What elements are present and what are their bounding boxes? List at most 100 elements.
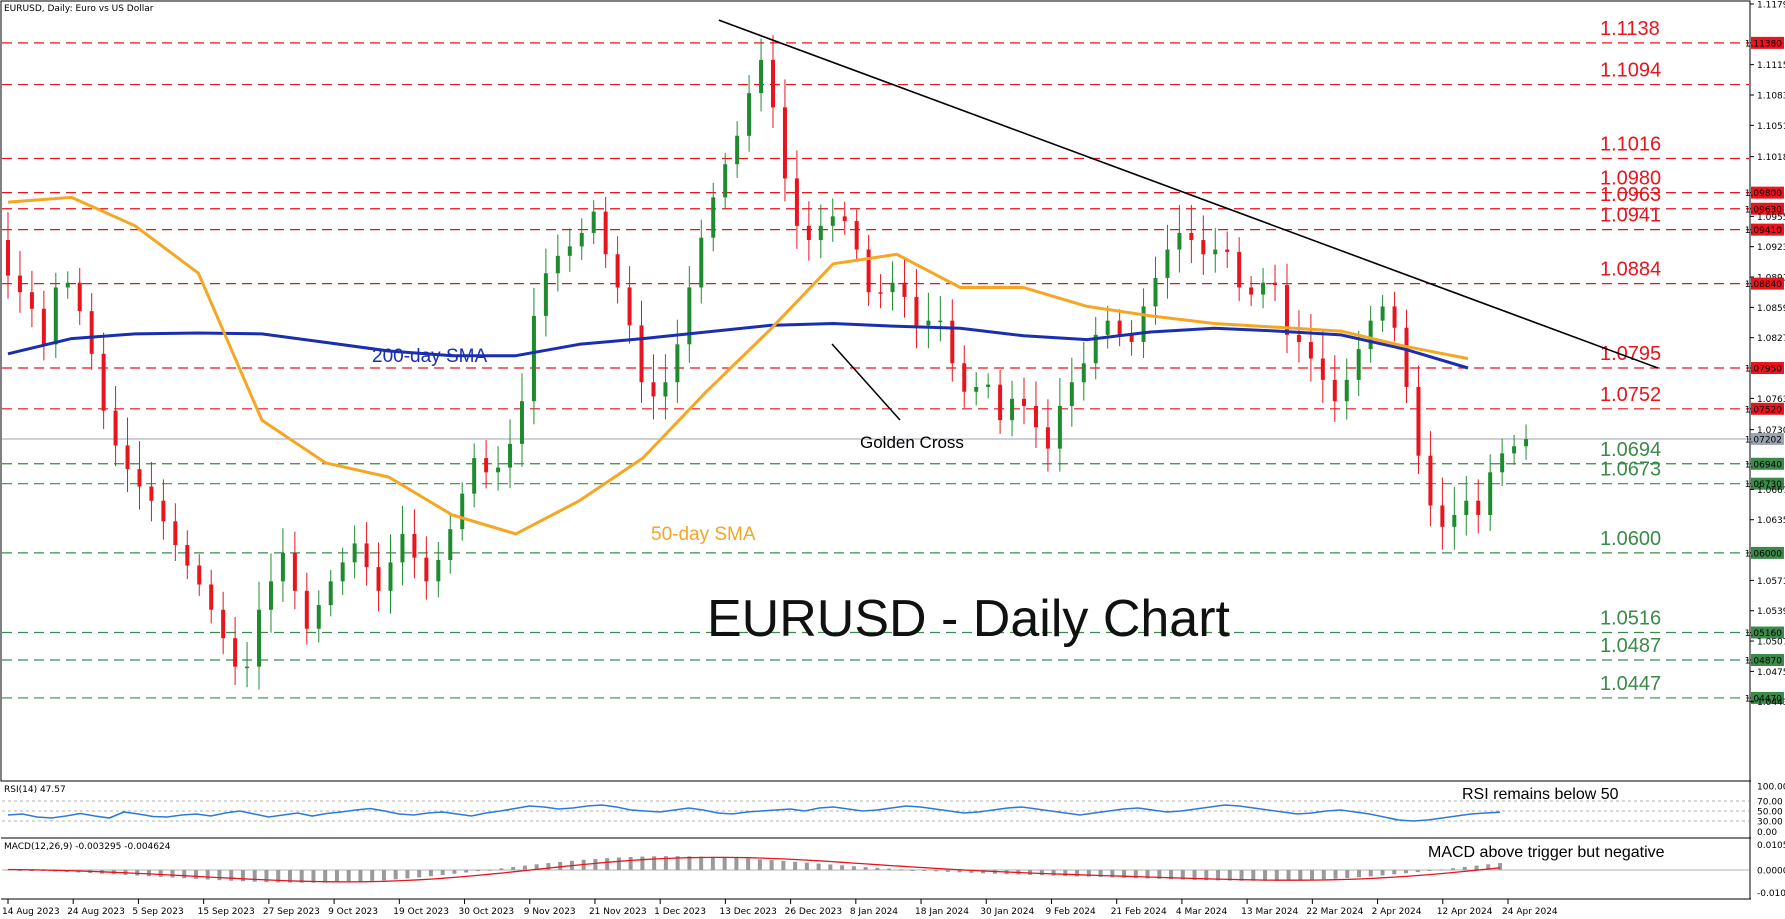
support-label: 1.0516: [1600, 608, 1661, 630]
macd-histogram-bar: [1169, 870, 1174, 880]
bull-candle: [699, 237, 704, 288]
macd-tick-label: 0.00000: [1757, 867, 1785, 877]
bear-candle: [6, 240, 10, 276]
bull-candle: [65, 282, 70, 288]
macd-histogram-bar: [158, 870, 163, 877]
bear-candle: [125, 445, 130, 470]
price-tag-label: 1.09410: [1745, 226, 1782, 236]
macd-histogram-bar: [1404, 870, 1409, 874]
bear-candle: [149, 486, 154, 501]
macd-histogram-bar: [240, 870, 245, 882]
resistance-label: 1.0941: [1600, 205, 1661, 227]
price-tag-label: 1.09800: [1745, 189, 1782, 199]
bear-candle: [304, 590, 309, 629]
bear-candle: [424, 557, 429, 582]
price-tag: [1751, 546, 1784, 559]
date-tick-label: 9 Nov 2023: [524, 907, 576, 917]
bear-candle: [89, 311, 94, 354]
bull-candle: [687, 287, 692, 345]
price-tag: [1751, 477, 1784, 490]
bull-candle: [543, 273, 548, 316]
bear-candle: [221, 609, 226, 639]
macd-histogram-bar: [1122, 870, 1127, 878]
macd-histogram-bar: [1086, 870, 1091, 877]
macd-histogram-bar: [405, 870, 410, 879]
macd-histogram-bar: [393, 870, 398, 880]
bear-candle: [771, 59, 775, 108]
bear-candle: [233, 638, 238, 667]
current-price-tag: [1751, 432, 1784, 445]
date-tick-label: 2 Apr 2024: [1372, 907, 1422, 917]
price-tick-label: 1.07630: [1757, 395, 1785, 405]
macd-histogram-bar: [1498, 863, 1502, 870]
bear-candle: [1273, 282, 1278, 286]
date-tick-label: 14 Aug 2023: [2, 907, 60, 917]
price-tick-label: 1.04750: [1757, 668, 1785, 678]
bull-candle: [472, 458, 477, 494]
macd-histogram-bar: [1298, 870, 1303, 881]
price-tag-label: 1.04870: [1745, 657, 1782, 667]
bear-candle: [101, 353, 106, 411]
bear-candle: [806, 225, 811, 241]
macd-histogram-bar: [264, 870, 269, 883]
price-tick-label: 1.11790: [1757, 1, 1785, 11]
bear-candle: [603, 211, 608, 255]
rsi-tick-label: 0.00: [1757, 828, 1777, 838]
bear-candle: [1117, 320, 1122, 335]
bull-candle: [1153, 277, 1158, 307]
bull-candle: [986, 384, 991, 387]
macd-histogram-bar: [534, 864, 539, 870]
macd-histogram-bar: [1321, 870, 1326, 880]
date-tick-label: 24 Aug 2023: [67, 907, 125, 917]
macd-histogram-bar: [370, 870, 375, 881]
bull-candle: [735, 135, 740, 165]
bear-candle: [1033, 405, 1038, 428]
macd-histogram-bar: [863, 867, 868, 870]
macd-histogram-bar: [981, 870, 986, 874]
bull-candle: [519, 401, 524, 444]
macd-histogram-bar: [1368, 870, 1373, 877]
bull-candle: [818, 225, 823, 241]
price-tag-label: 1.04470: [1745, 694, 1782, 704]
bull-candle: [759, 59, 764, 94]
bear-candle: [902, 282, 907, 297]
price-tag: [1751, 457, 1784, 470]
price-tag-label: 1.11380: [1745, 39, 1782, 49]
bear-candle: [1284, 285, 1289, 335]
bull-candle: [830, 216, 835, 226]
price-tick-label: 1.04430: [1757, 698, 1785, 708]
macd-histogram-bar: [616, 857, 621, 870]
bear-candle: [962, 363, 967, 392]
bear-candle: [412, 533, 417, 558]
bull-candle: [268, 581, 273, 610]
macd-histogram-bar: [957, 870, 962, 873]
date-axis: 14 Aug 2023 24 Aug 2023 5 Sep 2023 15 Sep 2…: [2, 899, 1558, 917]
macd-histogram-bar: [1357, 870, 1362, 878]
price-tick-label: 1.10510: [1757, 122, 1785, 132]
bear-candle: [866, 249, 871, 293]
macd-histogram-bar: [1180, 870, 1185, 880]
macd-histogram-bar: [1486, 864, 1491, 870]
macd-histogram-bar: [546, 863, 551, 870]
date-tick-label: 15 Sep 2023: [198, 907, 255, 917]
bull-candle: [1344, 379, 1349, 402]
bear-candle: [1404, 327, 1409, 387]
bear-candle: [1308, 341, 1313, 359]
bear-candle: [998, 384, 1003, 421]
resistance-label: 1.1016: [1600, 134, 1661, 156]
macd-histogram-bar: [910, 870, 915, 871]
bear-candle: [914, 296, 919, 326]
rsi-line: [7, 804, 1501, 822]
price-tick-label: 1.05710: [1757, 577, 1785, 587]
macd-panel: 0.010568 0.00000 -0.010348: [2, 841, 1785, 899]
bull-candle: [1261, 282, 1266, 295]
macd-histogram-bar: [487, 869, 492, 871]
macd-histogram-bar: [1439, 869, 1444, 871]
bull-candle: [460, 493, 465, 530]
macd-histogram-bar: [417, 870, 422, 878]
macd-histogram-bar: [769, 860, 774, 870]
bull-candle: [257, 609, 262, 667]
bull-candle: [1512, 446, 1517, 454]
support-label: 1.0600: [1600, 528, 1661, 550]
